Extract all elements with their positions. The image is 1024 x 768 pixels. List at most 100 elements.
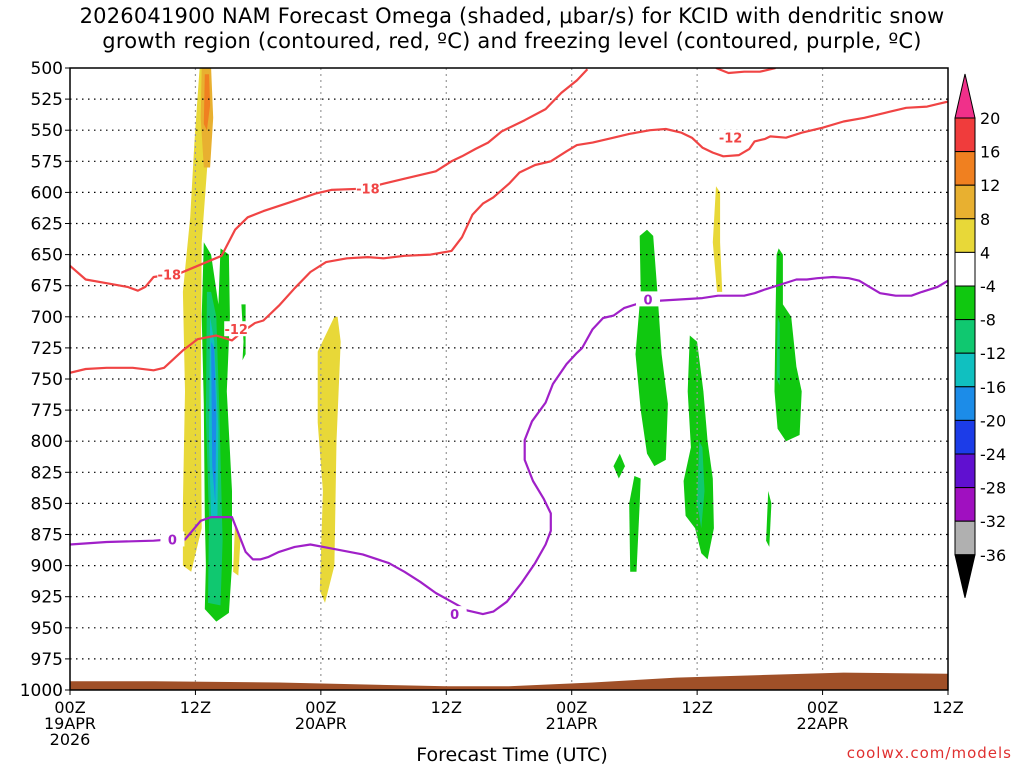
omega-region-5 [712,186,723,292]
contour-label-bg [636,291,661,307]
x-tick-label: 12Z [681,698,712,717]
colorbar-bin [954,520,976,556]
omega-region-4 [317,316,341,603]
contour-line-dgz_contour-1 [715,68,776,75]
colorbar-top-arrow [954,73,976,119]
omega-region-2 [203,74,211,131]
y-tick-label: 675 [31,277,63,297]
contour-label-dgz_contour: -12 [224,323,248,338]
plot-area: -18 -18 -12 -12 0 0 0 [70,68,948,690]
contour-label-bg [160,531,185,547]
contour-line-dgz_contour-0 [70,68,589,292]
colorbar-label: -36 [980,546,1006,565]
y-tick-label: 750 [31,370,63,390]
chart-title: 2026041900 NAM Forecast Omega (shaded, μ… [0,4,1024,54]
y-tick-label: 775 [31,401,63,421]
y-tick-label: 650 [31,246,63,266]
contour-line-freezing_level-3 [70,275,948,616]
contour-label-bg [224,321,249,337]
colorbar-label: 8 [980,210,990,229]
colorbar-label: -32 [980,512,1006,531]
colorbar-bin [954,319,976,354]
contour-label-freezing_level: 0 [168,533,177,548]
contour-label-bg [157,266,182,282]
colorbar-bin [954,487,976,522]
y-tick-label: 500 [31,59,63,79]
x-tick-label: 2026 [50,730,91,749]
x-tick-label: 00Z [54,698,85,717]
colorbar-label: -28 [980,479,1006,498]
y-tick-label: 525 [31,90,63,110]
omega-region-11 [635,229,668,467]
omega-region-13 [629,476,641,572]
colorbar-label: -8 [980,311,996,330]
y-tick-label: 575 [31,152,63,172]
x-tick-label: 20APR [295,714,347,733]
omega-region-16 [766,491,772,547]
colorbar-label: -16 [980,378,1006,397]
chart-title-line-1: 2026041900 NAM Forecast Omega (shaded, μ… [79,4,945,28]
colorbar-label: -12 [980,344,1006,363]
colorbar-bin [954,218,976,253]
x-axis-title: Forecast Time (UTC) [416,744,608,766]
x-tick-label: 12Z [932,698,963,717]
colorbar-label: 16 [980,143,1000,162]
x-tick-label: 00Z [556,698,587,717]
colorbar-label: -24 [980,445,1006,464]
colorbar-bin [954,251,976,287]
colorbar-bottom-arrow [954,554,976,598]
colorbar-label: -4 [980,277,996,296]
omega-region-15 [697,441,705,529]
contour-label-dgz_contour: -18 [356,183,380,198]
contour-label-bg [442,606,467,622]
y-tick-label: 850 [31,494,63,514]
x-tick-label: 21APR [546,714,598,733]
site-credit: coolwx.com/models [846,744,1012,762]
colorbar-bin [954,117,976,153]
y-tick-label: 925 [31,588,63,608]
y-tick-label: 1000 [20,681,63,701]
colorbar-label: 12 [980,176,1000,195]
x-tick-label: 12Z [180,698,211,717]
contour-label-dgz_contour: -18 [158,269,182,284]
colorbar-bin [954,352,976,388]
x-tick-label: 22APR [797,714,849,733]
x-tick-label: 12Z [431,698,462,717]
omega-region-12 [613,453,625,479]
x-tick-label: 19APR [44,714,96,733]
contour-label-bg [718,129,743,145]
contour-label-freezing_level: 0 [643,293,652,308]
y-tick-label: 975 [31,650,63,670]
y-tick-label: 700 [31,308,63,328]
colorbar-bin [954,453,976,489]
omega-region-17 [774,248,802,442]
contour-label-freezing_level: 0 [450,608,459,623]
y-tick-label: 900 [31,557,63,577]
x-tick-label: 00Z [305,698,336,717]
colorbar-bin [954,419,976,455]
y-tick-label: 800 [31,432,63,452]
y-tick-label: 825 [31,463,63,483]
y-tick-label: 625 [31,215,63,235]
contour-label-dgz_contour: -12 [719,132,743,147]
omega-region-18 [776,316,780,386]
chart-title-line-2: growth region (contoured, red, ºC) and f… [102,29,922,53]
colorbar-label: 20 [980,109,1000,128]
colorbar-bin [954,151,976,186]
omega-region-0 [182,68,211,572]
x-tick-label: 00Z [807,698,838,717]
omega-region-14 [683,335,714,560]
y-tick-label: 875 [31,526,63,546]
y-tick-label: 600 [31,183,63,203]
omega-region-9 [211,341,217,504]
colorbar-label: 4 [980,243,990,262]
colorbar-bin [954,184,976,220]
terrain-band [70,672,948,690]
colorbar-bin [954,285,976,321]
contour-label-bg [355,180,380,196]
y-tick-label: 550 [31,121,63,141]
y-tick-label: 950 [31,619,63,639]
colorbar-label: -20 [980,411,1006,430]
y-tick-label: 725 [31,339,63,359]
